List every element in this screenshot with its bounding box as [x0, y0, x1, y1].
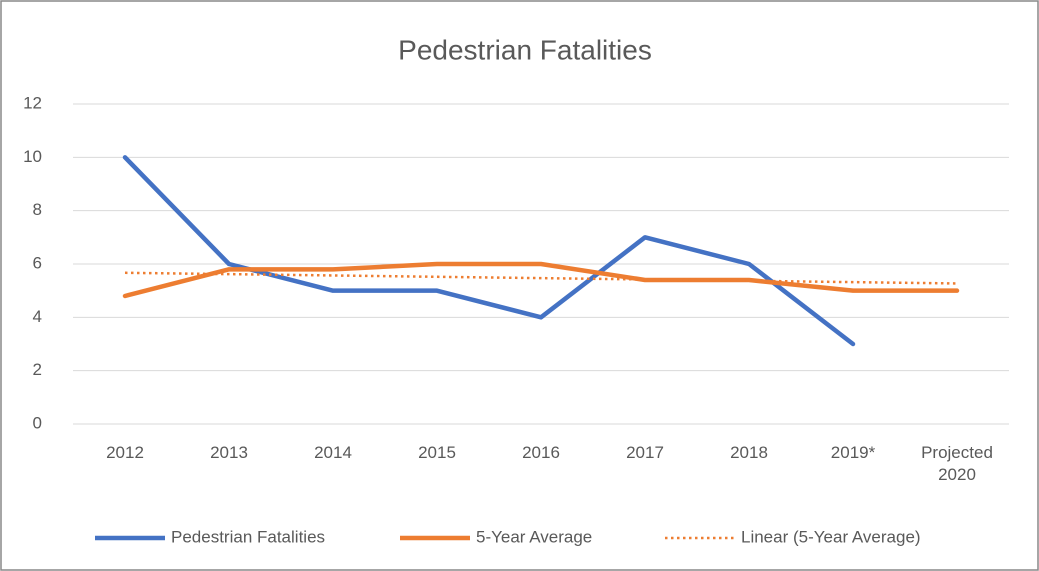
x-tick-label: 2013 — [210, 443, 248, 462]
chart-title: Pedestrian Fatalities — [398, 34, 652, 65]
y-tick-label: 0 — [33, 413, 42, 432]
legend-label: Linear (5-Year Average) — [741, 527, 921, 546]
x-tick-label: 2018 — [730, 443, 768, 462]
legend-label: Pedestrian Fatalities — [171, 527, 325, 546]
x-tick-label: 2012 — [106, 443, 144, 462]
y-tick-label: 10 — [23, 147, 42, 166]
x-tick-label: 2016 — [522, 443, 560, 462]
y-tick-label: 2 — [33, 360, 42, 379]
x-tick-label: 2019* — [830, 443, 876, 462]
y-tick-label: 4 — [33, 307, 42, 326]
x-tick-label: 2017 — [626, 443, 664, 462]
y-tick-label: 12 — [23, 93, 42, 112]
y-tick-label: 8 — [33, 200, 42, 219]
x-tick-label: Projected 2020 — [921, 443, 993, 484]
y-tick-label: 6 — [33, 253, 42, 272]
series-line — [124, 271, 958, 285]
x-tick-label: 2015 — [418, 443, 456, 462]
x-tick-label: 2014 — [314, 443, 352, 462]
series-line — [122, 261, 960, 299]
legend-label: 5-Year Average — [476, 527, 592, 546]
